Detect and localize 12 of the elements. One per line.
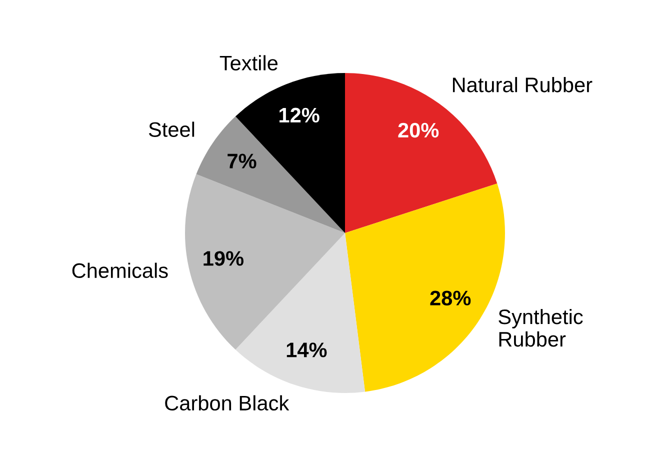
data-label: 20% [398,122,439,138]
slice-label: Synthetic Rubber [498,308,583,347]
data-label: 7% [228,154,256,168]
slice-label: Natural Rubber [452,77,592,92]
slice-label: Chemicals [72,262,168,278]
slice-label: Carbon Black [165,395,290,411]
data-label: 12% [280,108,320,123]
data-label: 28% [430,290,471,306]
slice-label: Steel [148,122,194,137]
data-label: 14% [286,342,327,358]
slice-label: Textile [220,55,278,70]
data-label: 19% [204,251,244,266]
